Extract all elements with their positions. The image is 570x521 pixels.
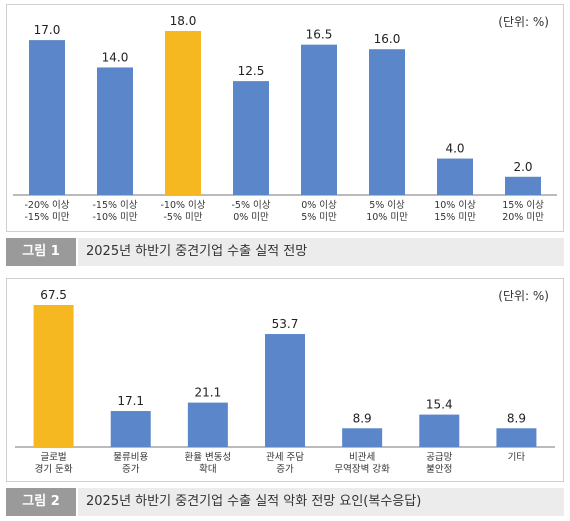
x-tick-label: 15% 이상	[502, 200, 544, 211]
x-tick-label: -15% 미만	[24, 212, 69, 223]
x-tick-label: 확대	[199, 463, 216, 475]
x-tick-label: 공급망	[426, 452, 452, 463]
x-tick-label: 10% 미만	[366, 212, 408, 223]
data-label: 17.1	[117, 394, 144, 408]
chart-panel-2: (단위: %) 67.5 글로벌 경기 둔화 17.1 물류비용 증가 21.1 환율 변동성…	[6, 278, 564, 482]
x-tick-label: 20% 미만	[502, 212, 544, 223]
data-label: 53.7	[272, 317, 299, 331]
figure-title: 2025년 하반기 중견기업 수출 실적 악화 전망 요인(복수응답)	[86, 494, 422, 509]
x-tick-label: 5% 이상	[369, 200, 405, 211]
unit-label: (단위: %)	[498, 289, 549, 303]
unit-label: (단위: %)	[498, 15, 549, 29]
figure-title: 2025년 하반기 중견기업 수출 실적 전망	[86, 244, 308, 259]
bar	[301, 44, 337, 195]
data-label: 16.5	[306, 28, 333, 42]
caption-divider	[76, 488, 78, 516]
figure-caption-1: 그림 1 2025년 하반기 중견기업 수출 실적 전망	[6, 238, 564, 266]
x-tick-label: 글로벌	[40, 452, 66, 463]
bar	[29, 40, 65, 195]
bar	[233, 81, 269, 195]
x-tick-label: 15% 미만	[434, 212, 476, 223]
x-tick-label: -10% 이상	[160, 200, 205, 211]
data-label: 14.0	[102, 50, 129, 64]
x-tick-label: 무역장벽 강화	[334, 464, 390, 475]
bar	[187, 402, 228, 447]
data-label: 12.5	[238, 64, 265, 78]
x-tick-label: 비관세	[349, 452, 375, 463]
x-tick-label: 5% 미만	[301, 212, 337, 223]
bar	[437, 158, 473, 195]
bar	[97, 67, 133, 195]
x-tick-label: 불안정	[426, 464, 452, 475]
bar	[342, 428, 383, 447]
x-tick-label: -20% 이상	[24, 200, 69, 211]
bar	[265, 334, 305, 447]
bar	[496, 428, 537, 447]
x-tick-label: -5% 미만	[164, 212, 203, 223]
data-label: 8.9	[507, 411, 526, 425]
x-tick-label: 경기 둔화	[35, 463, 73, 475]
x-tick-label: 증가	[276, 464, 294, 475]
data-label: 8.9	[353, 411, 372, 425]
x-tick-label: -5% 이상	[232, 200, 271, 211]
data-label: 2.0	[513, 160, 532, 174]
bar	[505, 176, 541, 195]
chart-panel-1: (단위: %) 17.0 -20% 이상 -15% 미만 14.0 -15% 이상 -10…	[6, 4, 564, 232]
figure-number: 그림 1	[6, 238, 76, 266]
data-label: 17.0	[34, 23, 61, 37]
bar	[165, 31, 201, 195]
data-label: 16.0	[374, 32, 401, 46]
bar	[419, 414, 460, 447]
x-tick-label: 증가	[122, 464, 140, 475]
x-tick-label: 0% 미만	[233, 212, 269, 223]
x-tick-label: 물류비용	[113, 452, 148, 463]
x-tick-label: 관세 주담	[266, 451, 304, 463]
bar	[110, 411, 151, 447]
bar	[33, 305, 74, 447]
data-label: 21.1	[194, 386, 221, 400]
figure-caption-2: 그림 2 2025년 하반기 중견기업 수출 실적 악화 전망 요인(복수응답)	[6, 488, 564, 516]
data-label: 15.4	[426, 398, 453, 412]
x-tick-label: 0% 이상	[301, 200, 337, 211]
x-tick-label: -15% 이상	[92, 200, 137, 211]
x-tick-label: 환율 변동성	[184, 451, 231, 463]
bar-chart-1: 17.0 -20% 이상-15% 미만 14.0 -15% 이상-10% 미만 18.0…	[13, 14, 557, 223]
data-label: 67.5	[40, 288, 67, 302]
x-tick-label: 기타	[508, 452, 526, 463]
caption-divider	[76, 238, 78, 266]
data-label: 4.0	[445, 142, 464, 156]
data-label: 18.0	[170, 14, 197, 28]
figure-number: 그림 2	[6, 488, 76, 516]
bar	[369, 49, 405, 195]
x-tick-label: 10% 이상	[434, 200, 476, 211]
x-tick-label: -10% 미만	[92, 212, 137, 223]
